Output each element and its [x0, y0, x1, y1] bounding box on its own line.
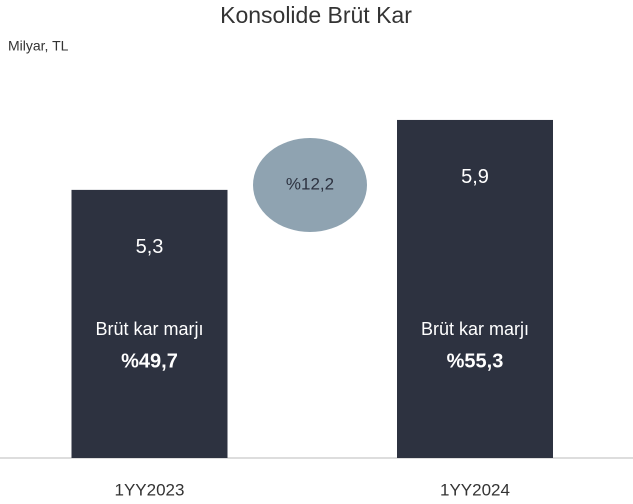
value-label: 5,9 [461, 166, 489, 188]
value-label: 5,3 [136, 236, 164, 258]
margin-text: Brüt kar marjı [421, 319, 529, 339]
bar [397, 119, 553, 458]
x-tick-label: 1YY2023 [115, 480, 185, 499]
bar [71, 189, 228, 458]
chart-title: Konsolide Brüt Kar [220, 2, 412, 28]
margin-text: Brüt kar marjı [95, 319, 203, 339]
margin-value: %49,7 [121, 350, 178, 372]
growth-label: %12,2 [286, 174, 334, 193]
x-tick-label: 1YY2024 [440, 480, 510, 499]
growth-bubble [253, 138, 367, 232]
chart-subtitle: Milyar, TL [8, 38, 69, 54]
margin-value: %55,3 [447, 350, 504, 372]
